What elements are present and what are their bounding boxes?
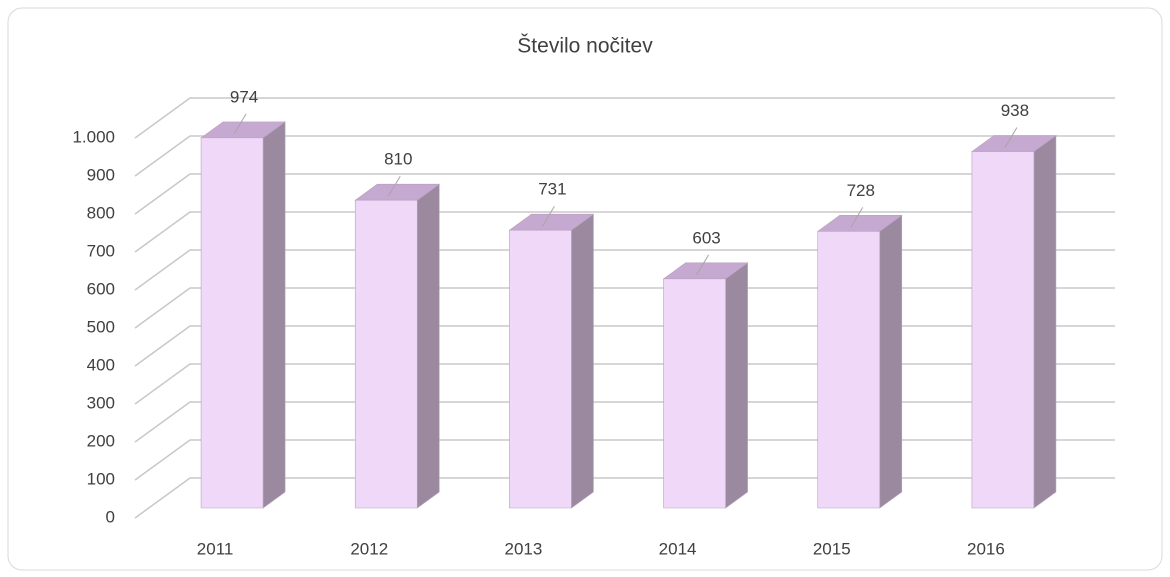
bar-side (1033, 134, 1057, 509)
value-label: 938 (1001, 101, 1029, 120)
y-tick-label: 100 (87, 469, 115, 488)
grid-line (134, 477, 1115, 519)
bar-front (817, 231, 881, 509)
leader-line (541, 205, 555, 227)
x-tick-label: 2016 (967, 539, 1005, 558)
bar (508, 213, 595, 509)
bar-front (509, 229, 572, 509)
leader-line (696, 254, 710, 276)
bar (354, 183, 441, 509)
y-tick-label: 0 (106, 507, 115, 526)
value-label: 603 (692, 228, 720, 247)
bar-side (262, 121, 286, 509)
value-label: 974 (230, 87, 258, 106)
x-tick-label: 2014 (659, 539, 697, 558)
bar-front (663, 278, 726, 509)
bar-side (571, 213, 594, 509)
grid-line (134, 439, 1115, 481)
bar-front (354, 199, 418, 509)
y-tick-label: 400 (87, 355, 115, 374)
y-tick-label: 800 (87, 203, 115, 222)
grid-line (134, 325, 1115, 367)
y-tick-label: 900 (87, 165, 115, 184)
grid-line (134, 173, 1115, 215)
x-tick-label: 2015 (813, 539, 851, 558)
bar-front (971, 151, 1035, 509)
leader-line (387, 175, 401, 197)
y-tick-label: 700 (87, 241, 115, 260)
bar-front (200, 137, 264, 509)
bar (816, 214, 903, 509)
y-tick-label: 200 (87, 431, 115, 450)
grid-line (134, 287, 1115, 329)
y-tick-label: 600 (87, 279, 115, 298)
grid-line (134, 211, 1115, 253)
x-tick-label: 2011 (197, 539, 234, 558)
value-label: 810 (384, 150, 412, 169)
value-label: 731 (538, 180, 566, 199)
bar (662, 262, 749, 509)
bar (970, 134, 1057, 509)
x-tick-label: 2013 (505, 539, 543, 558)
grid-line (134, 401, 1115, 443)
leader-line (233, 113, 247, 135)
bar-side (416, 183, 440, 509)
y-tick-label: 500 (87, 317, 115, 336)
bar-side (879, 214, 903, 509)
grid-line (134, 249, 1115, 291)
x-tick-label: 2012 (350, 539, 388, 558)
chart-title: Število nočitev (517, 35, 653, 58)
grid-line (134, 97, 1115, 139)
bar (200, 121, 287, 509)
y-tick-label: 1.000 (72, 127, 115, 146)
leader-line (850, 207, 864, 228)
leader-line (1004, 127, 1018, 148)
bar-side (725, 262, 748, 509)
value-label: 728 (847, 181, 875, 200)
y-tick-label: 300 (87, 393, 115, 412)
grid-line (134, 363, 1115, 405)
grid-line (134, 135, 1115, 177)
